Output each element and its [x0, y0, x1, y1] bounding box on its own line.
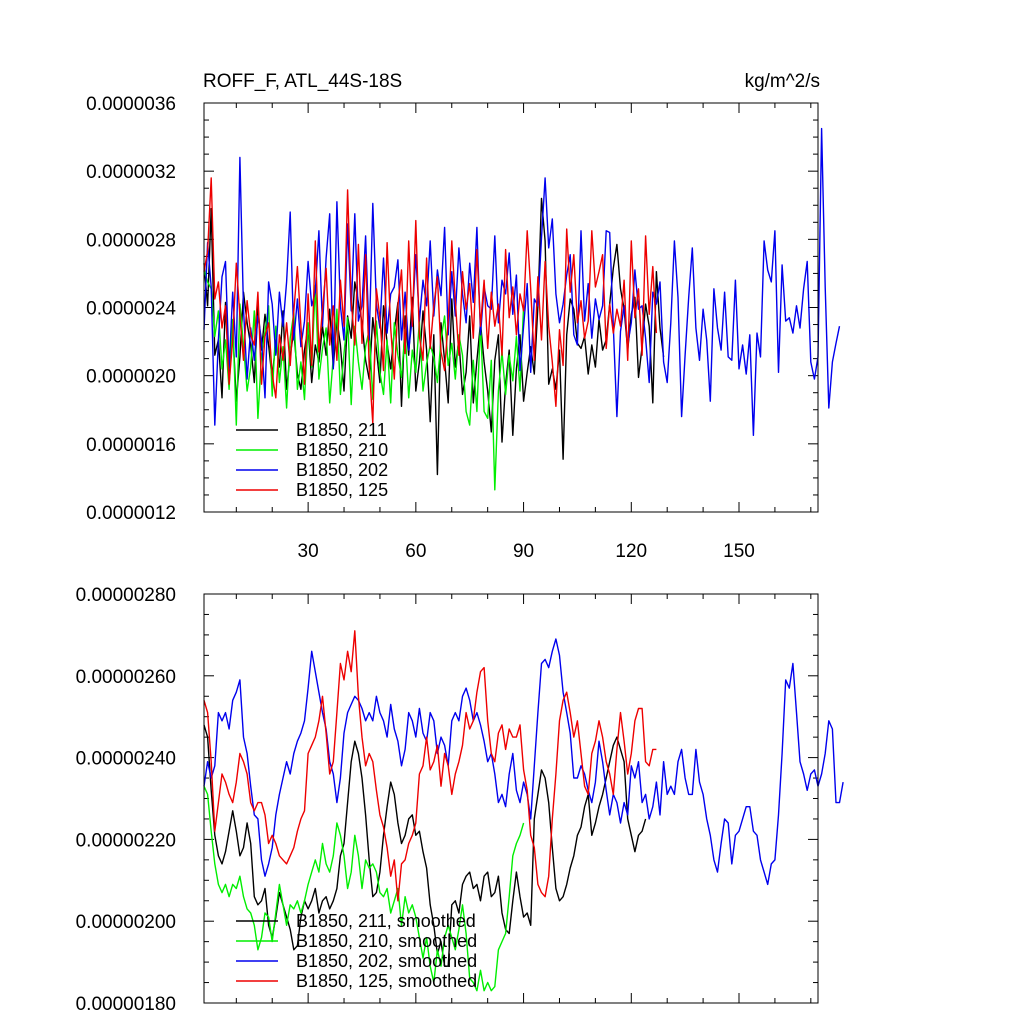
- y-tick-label: 0.0000036: [86, 94, 176, 115]
- bottom-y-tick-labels: 0.00000180 0.00000200 0.00000220 0.00000240…: [76, 585, 176, 1015]
- series-line-1: [203, 269, 525, 491]
- legend-label-2: B1850, 202: [296, 460, 388, 480]
- series-line-3: [203, 177, 658, 425]
- top-panel: ROFF_F, ATL_44S-18S kg/m^2/s 0.00000120.…: [86, 71, 841, 562]
- top-title-right: kg/m^2/s: [745, 71, 820, 92]
- top-axis-ticks: [204, 102, 818, 513]
- series-line-2: [203, 127, 841, 436]
- legend-label-2: B1850, 202, smoothed: [296, 951, 477, 971]
- bottom-plot-frame: [203, 593, 819, 1004]
- y-tick-label: 0.0000028: [86, 230, 176, 251]
- legend-label-3: B1850, 125, smoothed: [296, 971, 477, 991]
- y-tick-label: 0.00000200: [76, 912, 176, 933]
- series-line-0: [203, 197, 665, 476]
- x-tick-label: 90: [513, 541, 534, 562]
- series-line-0: [203, 724, 647, 967]
- y-tick-label: 0.00000280: [76, 585, 176, 606]
- y-tick-label: 0.0000024: [86, 299, 176, 320]
- y-tick-label: 0.00000260: [76, 667, 176, 688]
- legend-label-0: B1850, 211: [296, 420, 387, 440]
- x-tick-label: 30: [298, 541, 319, 562]
- legend-label-3: B1850, 125: [296, 480, 388, 500]
- y-tick-label: 0.0000012: [86, 503, 176, 524]
- bottom-series: [203, 630, 844, 992]
- y-tick-label: 0.00000180: [76, 994, 176, 1015]
- top-series: [203, 127, 841, 491]
- legend-label-0: B1850, 211, smoothed: [296, 911, 476, 931]
- top-title-left: ROFF_F, ATL_44S-18S: [203, 71, 402, 92]
- series-line-3: [203, 630, 657, 902]
- top-x-tick-labels: 30 60 90 120 150: [298, 541, 755, 562]
- legend-label-1: B1850, 210: [296, 440, 388, 460]
- y-tick-label: 0.00000240: [76, 749, 176, 770]
- legend-label-1: B1850, 210, smoothed: [296, 931, 477, 951]
- x-tick-label: 120: [615, 541, 647, 562]
- x-tick-label: 60: [405, 541, 426, 562]
- y-tick-label: 0.00000220: [76, 830, 176, 851]
- bottom-panel: 0.00000180 0.00000200 0.00000220 0.00000240…: [76, 585, 844, 1015]
- bottom-axis-ticks: [204, 593, 818, 1004]
- x-tick-label: 150: [723, 541, 755, 562]
- series-line-2: [203, 638, 844, 886]
- series-line-1: [203, 785, 525, 992]
- y-tick-label: 0.0000020: [86, 367, 176, 388]
- top-y-tick-labels: 0.0000012 0.0000016 0.0000020 0.0000024 0.00…: [86, 94, 176, 524]
- top-plot-frame: [203, 102, 819, 513]
- y-tick-label: 0.0000032: [86, 162, 176, 183]
- y-tick-label: 0.0000016: [86, 435, 176, 456]
